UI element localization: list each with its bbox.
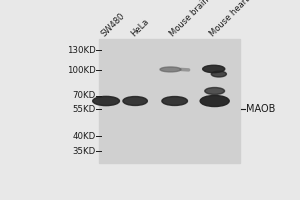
- Ellipse shape: [205, 88, 224, 94]
- Ellipse shape: [123, 97, 147, 105]
- Text: MAOB: MAOB: [246, 104, 275, 114]
- Bar: [99, 39, 240, 163]
- Ellipse shape: [162, 97, 188, 105]
- Text: 40KD: 40KD: [72, 132, 96, 141]
- Ellipse shape: [93, 96, 119, 106]
- Text: 130KD: 130KD: [67, 46, 96, 55]
- Ellipse shape: [211, 71, 226, 77]
- Ellipse shape: [200, 95, 229, 107]
- Ellipse shape: [203, 65, 225, 73]
- Ellipse shape: [160, 67, 181, 72]
- Text: 35KD: 35KD: [72, 147, 96, 156]
- Text: Mouse heart: Mouse heart: [208, 0, 251, 39]
- Text: 55KD: 55KD: [72, 105, 96, 114]
- Text: SW480: SW480: [100, 11, 127, 39]
- Text: 70KD: 70KD: [72, 91, 96, 100]
- Text: 100KD: 100KD: [67, 66, 96, 75]
- Text: HeLa: HeLa: [129, 17, 150, 39]
- Text: Mouse brain: Mouse brain: [168, 0, 211, 39]
